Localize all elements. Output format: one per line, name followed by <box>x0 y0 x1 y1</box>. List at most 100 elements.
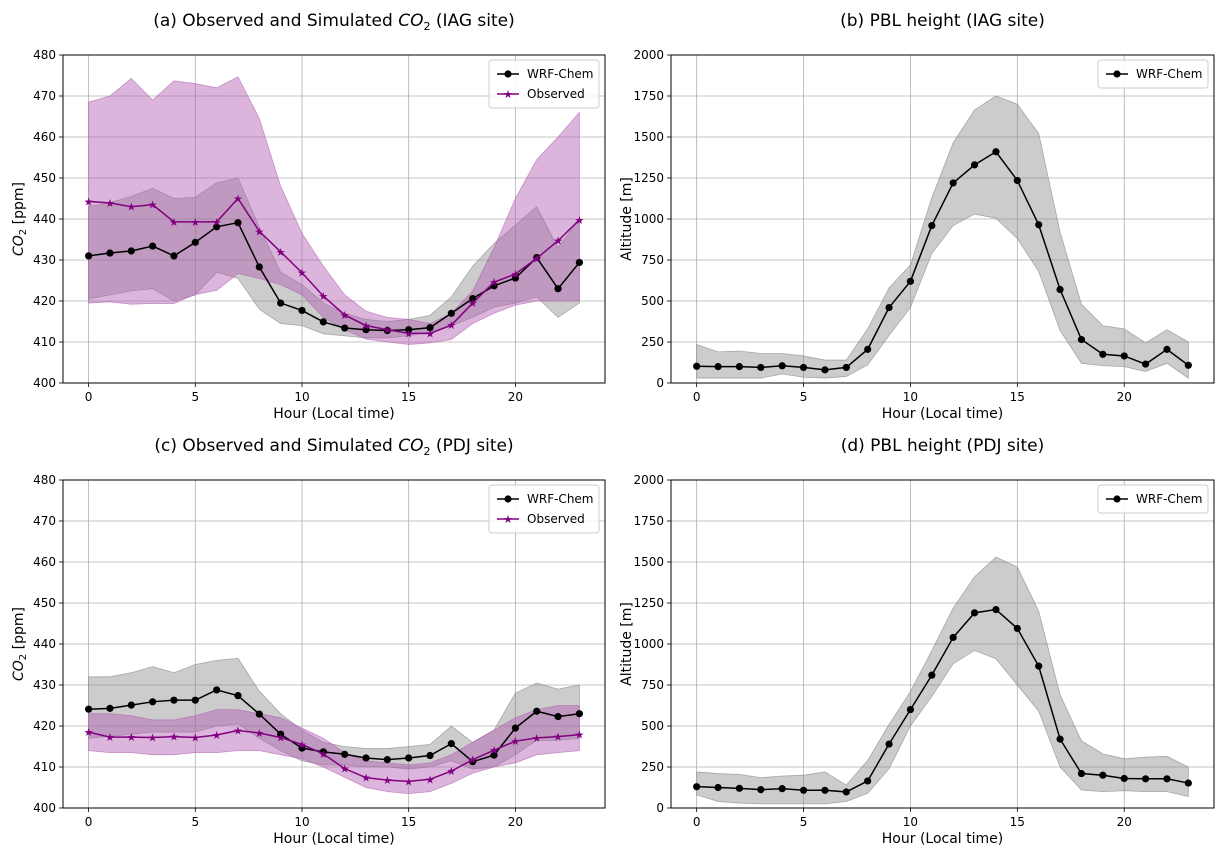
y-label-suffix: [ppm] <box>11 182 27 229</box>
legend-box <box>1097 484 1209 514</box>
x-tick-label: 20 <box>1117 390 1132 404</box>
point-wrf <box>533 707 541 715</box>
point-wrf <box>85 252 93 260</box>
y-tick-label: 750 <box>641 678 664 692</box>
point-obs: ★ <box>361 772 371 785</box>
point-wrf <box>277 299 285 307</box>
point-obs: ★ <box>276 246 286 259</box>
point-obs: ★ <box>553 235 563 248</box>
point-obs: ★ <box>532 732 542 745</box>
point-wrf <box>821 786 829 794</box>
point-wrf <box>255 263 263 271</box>
point-wrf <box>511 274 519 282</box>
y-tick-label: 1000 <box>633 637 664 651</box>
band-obs <box>88 76 580 345</box>
point-obs: ★ <box>425 327 435 340</box>
point-wrf <box>319 318 327 326</box>
point-wrf <box>970 609 979 617</box>
y-tick-label: 400 <box>33 376 56 390</box>
legend-label-wrf: WRF-Chem <box>527 492 594 506</box>
point-wrf <box>1013 176 1021 185</box>
point-obs: ★ <box>84 726 94 739</box>
point-obs: ★ <box>169 216 179 229</box>
legend-marker-wrf <box>1113 495 1121 503</box>
point-obs: ★ <box>340 309 350 322</box>
point-wrf <box>906 277 915 285</box>
point-wrf <box>298 744 306 752</box>
y-tick-label: 500 <box>641 294 664 308</box>
y-tick-label: 440 <box>33 212 56 226</box>
point-obs: ★ <box>574 214 584 227</box>
point-wrf <box>405 326 413 334</box>
point-wrf <box>341 750 349 758</box>
point-wrf <box>277 730 285 738</box>
y-tick-label: 2000 <box>633 48 664 62</box>
point-obs: ★ <box>574 729 584 742</box>
point-wrf <box>575 710 583 718</box>
y-tick-label: 460 <box>33 130 56 144</box>
point-wrf <box>928 671 936 679</box>
point-wrf <box>234 692 242 700</box>
point-wrf <box>426 751 434 760</box>
point-wrf <box>426 324 434 332</box>
band-wrf <box>88 177 580 339</box>
point-wrf <box>255 710 263 718</box>
y-axis-label: Altitude [m] <box>619 602 635 686</box>
y-label-sub: 2 <box>18 654 29 660</box>
y-label-var: CO <box>11 660 27 681</box>
point-wrf <box>234 219 242 227</box>
axes-frame <box>62 54 606 384</box>
point-wrf <box>735 363 744 371</box>
x-tick-label: 15 <box>1010 390 1025 404</box>
title-var: CO <box>398 436 423 456</box>
title-text: (b) PBL height (IAG site) <box>840 11 1045 31</box>
y-tick-label: 460 <box>33 555 56 569</box>
y-axis-label: CO2 [ppm] <box>11 607 29 681</box>
x-axis-label: Hour (Local time) <box>273 406 394 422</box>
x-tick-label: 5 <box>800 390 808 404</box>
title-suffix: (PDJ site) <box>431 436 514 456</box>
line-obs <box>88 729 580 783</box>
point-wrf <box>821 366 829 374</box>
point-wrf <box>1035 662 1043 670</box>
point-wrf <box>554 712 562 721</box>
point-obs: ★ <box>340 763 350 776</box>
x-axis-label: Hour (Local time) <box>882 406 1003 422</box>
band-wrf <box>696 95 1189 379</box>
point-wrf <box>1184 361 1192 369</box>
point-wrf <box>191 696 199 704</box>
point-wrf <box>1035 221 1043 229</box>
legend-label-wrf: WRF-Chem <box>527 67 594 81</box>
point-obs: ★ <box>105 197 115 210</box>
point-wrf <box>842 363 850 372</box>
point-obs: ★ <box>169 731 179 744</box>
point-obs: ★ <box>190 216 200 229</box>
point-wrf <box>1141 775 1150 783</box>
x-tick-label: 10 <box>903 390 918 404</box>
point-obs: ★ <box>190 731 200 744</box>
y-tick-label: 1000 <box>633 212 664 226</box>
x-tick-label: 5 <box>191 815 199 829</box>
point-obs: ★ <box>404 775 414 788</box>
y-label-text: Altitude [m] <box>619 177 635 261</box>
point-wrf <box>1099 771 1107 779</box>
chart-title: (a) Observed and Simulated CO2 (IAG site… <box>153 11 515 33</box>
point-wrf <box>992 148 1000 156</box>
x-tick-label: 10 <box>294 390 309 404</box>
point-wrf <box>149 698 157 706</box>
point-obs: ★ <box>126 731 136 744</box>
point-wrf <box>714 363 722 371</box>
y-tick-label: 1750 <box>633 89 664 103</box>
point-obs: ★ <box>276 731 286 744</box>
point-obs: ★ <box>318 748 328 761</box>
point-wrf <box>757 786 765 794</box>
point-wrf <box>799 786 808 794</box>
x-tick-label: 10 <box>294 815 309 829</box>
legend-label-wrf: WRF-Chem <box>1136 67 1203 81</box>
y-tick-label: 500 <box>641 719 664 733</box>
y-tick-label: 750 <box>641 253 664 267</box>
title-text: (c) Observed and Simulated <box>154 436 398 456</box>
x-tick-label: 15 <box>401 390 416 404</box>
axes-frame <box>670 54 1215 384</box>
x-tick-label: 20 <box>1117 815 1132 829</box>
